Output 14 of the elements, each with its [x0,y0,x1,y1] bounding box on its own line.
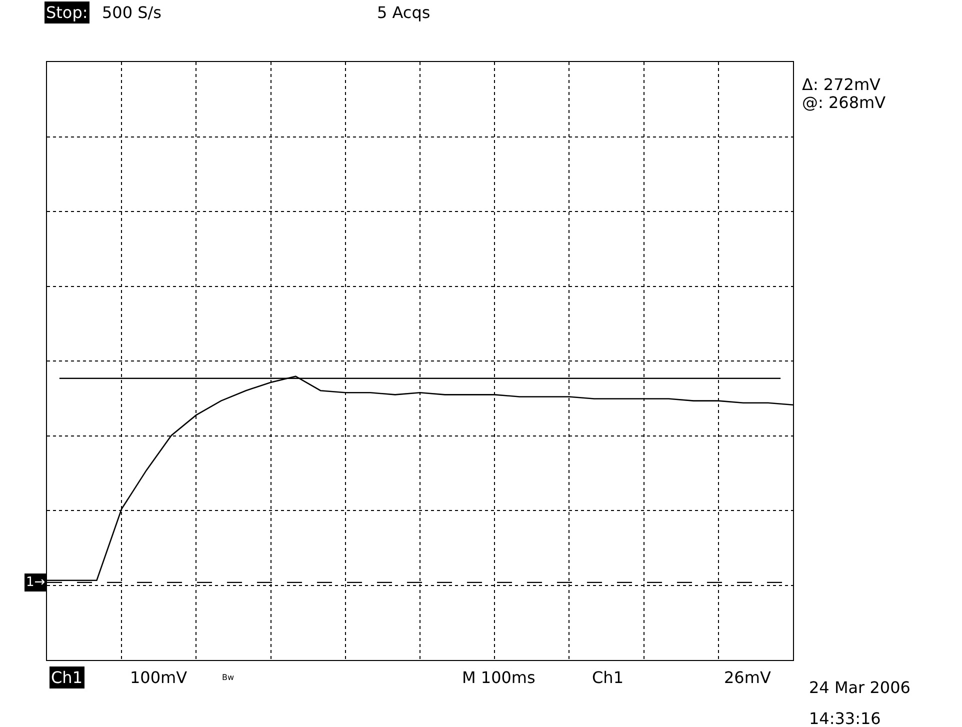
ref-line-label: 1→ [26,575,46,590]
text: 26mV [724,668,771,687]
text: 5 Acqs [377,3,430,22]
text: Δ: 272mV [802,75,881,94]
text: Ch1 [51,668,82,687]
text: Stop: [46,3,88,22]
text: M 100ms [462,668,536,687]
text: 500 S/s [102,3,162,22]
text: 24 Mar 2006 [809,678,910,697]
text: Ch1 [592,668,624,687]
text: 14:33:16 [809,709,881,727]
text: @: 268mV [802,93,886,112]
text: 100mV [130,668,188,687]
text: Bw [222,673,234,682]
